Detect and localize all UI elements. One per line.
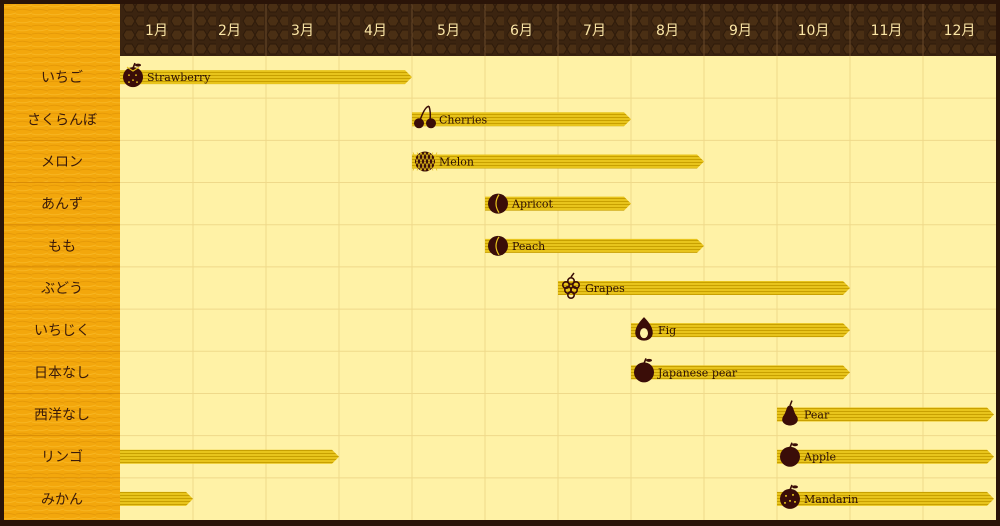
season-bar (120, 70, 412, 85)
fruit-name-label: みかん (41, 492, 83, 508)
apricot-icon (495, 194, 500, 213)
japanese-pear-icon (646, 358, 652, 362)
fruit-name-label: ぶどう (41, 281, 83, 297)
season-bar (485, 196, 631, 211)
melon-icon (420, 152, 430, 171)
season-bar-label: Mandarin (804, 493, 858, 506)
fig-icon (640, 328, 648, 339)
season-bar-label: Strawberry (147, 71, 211, 84)
japanese-pear-icon (643, 358, 647, 364)
melon-icon (424, 152, 434, 171)
grapes-icon (570, 272, 575, 278)
fruit-name-label: リンゴ (41, 449, 83, 466)
month-label: 6月 (510, 23, 533, 39)
season-bar (777, 491, 994, 506)
strawberry-icon (132, 62, 136, 69)
month-labels: 1月 2月 3月 4月 5月 6月 7月 8月 9月 10月 11月 12月 (145, 23, 975, 39)
season-bar (631, 365, 850, 380)
season-bar (777, 449, 994, 464)
month-label: 9月 (729, 23, 752, 39)
mandarin-icon (780, 488, 800, 509)
fruit-name-label: さくらんぼ (27, 112, 97, 128)
strawberry-icon (128, 74, 130, 76)
month-label: 1月 (145, 23, 168, 39)
season-bar (120, 449, 339, 464)
apple-icon (792, 443, 798, 447)
cherries-icon (426, 118, 436, 129)
season-bar-label: Melon (439, 155, 474, 168)
peach-icon (495, 236, 500, 256)
japanese-pear-icon (634, 362, 654, 383)
mandarin-icon (792, 493, 794, 496)
strawberry-icon (132, 79, 134, 81)
month-label: 10月 (798, 23, 830, 39)
month-label: 2月 (218, 23, 241, 39)
pear-icon (782, 405, 798, 426)
mandarin-icon (789, 499, 791, 502)
season-bar-label: Pear (804, 409, 830, 422)
grapes-icon (566, 290, 575, 299)
peach-icon (488, 235, 508, 256)
season-bar-label: Apricot (511, 198, 554, 211)
mandarin-icon (789, 484, 793, 491)
pear-icon (789, 400, 793, 406)
mandarin-icon (785, 494, 787, 497)
cherries-icon (414, 118, 424, 129)
apple-icon (789, 442, 793, 449)
season-bar (120, 491, 193, 506)
season-bar (485, 238, 704, 253)
mandarin-icon (792, 485, 798, 489)
fruit-name-label: もも (48, 239, 76, 255)
gridlines (4, 4, 996, 520)
apricot-icon (488, 193, 508, 214)
melon-icon (416, 152, 426, 171)
season-bar-label: Apple (803, 451, 836, 464)
season-bar (631, 323, 850, 338)
mandarin-icon (794, 500, 796, 503)
strawberry-icon (135, 63, 141, 67)
strawberry-icon (128, 81, 130, 83)
season-bar-label: Cherries (439, 113, 488, 126)
strawberry-icon (126, 66, 140, 72)
strawberry-icon (123, 67, 143, 88)
fruit-name-label: いちご (41, 70, 83, 86)
fruit-name-label: いちじく (34, 323, 90, 339)
season-bar-label: Japanese pear (657, 366, 738, 379)
bars: Strawberry Cherries Melon Apricot Peach Grape… (120, 62, 994, 509)
fruit-name-label: 西洋なし (34, 408, 90, 424)
melon-icon (412, 152, 422, 171)
mandarin-icon (784, 501, 786, 504)
strawberry-icon (136, 81, 138, 83)
strawberry-icon (135, 74, 137, 76)
season-bar-label: Peach (512, 240, 545, 253)
grapes-icon (566, 276, 575, 285)
season-bar (412, 112, 631, 127)
fruit-name-label: あんず (41, 197, 83, 213)
apple-icon (780, 446, 800, 467)
month-label: 8月 (656, 23, 679, 39)
month-label: 12月 (944, 23, 976, 39)
month-label: 5月 (437, 23, 460, 39)
fruit-name-label: メロン (41, 154, 83, 170)
melon-icon (428, 152, 438, 171)
month-label: 4月 (364, 23, 387, 39)
fruit-name-column (4, 4, 120, 520)
season-bar (558, 281, 850, 295)
season-bar-label: Grapes (585, 282, 625, 295)
month-label: 7月 (583, 23, 606, 39)
season-bar (412, 154, 704, 169)
month-label: 11月 (871, 23, 903, 39)
season-bar (777, 407, 994, 422)
month-label: 3月 (291, 23, 314, 39)
fruit-name-label: 日本なし (34, 365, 90, 381)
season-bar-label: Fig (658, 324, 676, 337)
